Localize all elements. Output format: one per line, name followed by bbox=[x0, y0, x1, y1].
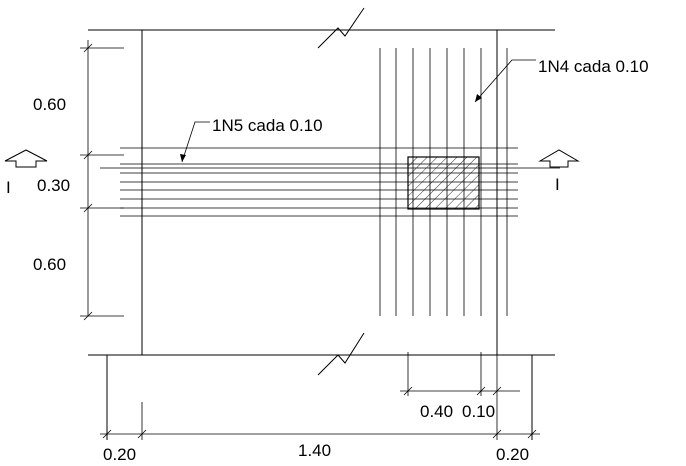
footing-outline bbox=[88, 29, 555, 440]
break-line-icon bbox=[317, 7, 365, 376]
hatched-column-icon bbox=[407, 156, 480, 210]
dimension-bottom: 0.20 1.40 0.20 bbox=[100, 355, 540, 464]
dim-bottom-mid: 1.40 bbox=[298, 441, 331, 460]
dim-bottom-left: 0.20 bbox=[103, 445, 136, 464]
dim-left-bottom: 0.60 bbox=[33, 255, 66, 274]
section-label-left: I bbox=[6, 178, 11, 197]
dim-column-width: 0.40 bbox=[420, 402, 453, 421]
dim-left-top: 0.60 bbox=[33, 95, 66, 114]
callout-1n4: 1N4 cada 0.10 bbox=[474, 57, 649, 103]
section-label-right: I bbox=[555, 175, 560, 194]
dimension-left: 0.60 0.30 0.60 bbox=[33, 40, 124, 321]
callout-1n5: 1N5 cada 0.10 bbox=[180, 116, 323, 163]
dim-bottom-right: 0.20 bbox=[496, 445, 529, 464]
section-arrow-up-icon bbox=[4, 149, 48, 168]
dim-column-offset: 0.10 bbox=[462, 402, 495, 421]
label-1n4: 1N4 cada 0.10 bbox=[538, 57, 649, 76]
dim-left-mid: 0.30 bbox=[37, 176, 70, 195]
horizontal-rebars bbox=[120, 147, 518, 217]
dimension-column: 0.40 0.10 bbox=[400, 352, 520, 421]
section-marker-right: I bbox=[538, 149, 580, 194]
label-1n5: 1N5 cada 0.10 bbox=[212, 116, 323, 135]
section-marker-left: I bbox=[4, 149, 48, 197]
section-arrow-up-icon bbox=[538, 149, 580, 168]
